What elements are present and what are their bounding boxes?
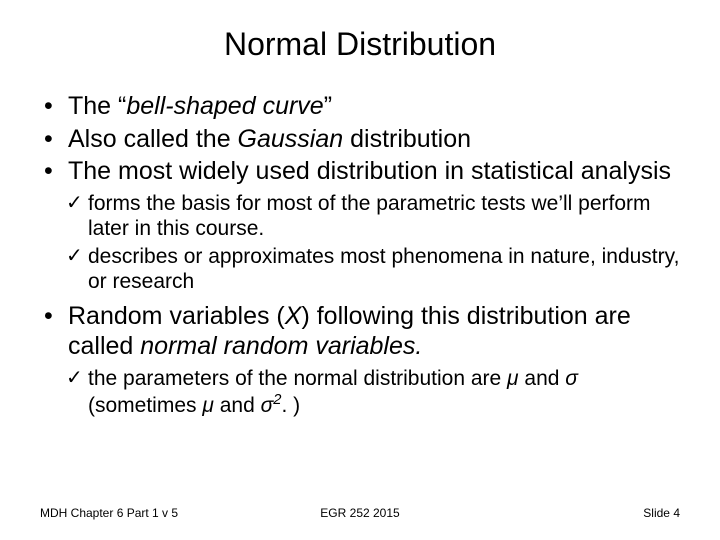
bullet-list: Random variables (X) following this dist… [40, 301, 680, 362]
bullet-item: The most widely used distribution in sta… [40, 156, 680, 187]
text: The “ [68, 92, 126, 120]
sub-item: forms the basis for most of the parametr… [40, 191, 680, 242]
bullet-item: Also called the Gaussian distribution [40, 124, 680, 155]
text: Also called the [68, 125, 238, 153]
text: the parameters of the normal distributio… [88, 367, 507, 390]
text-italic: σ [261, 394, 274, 417]
footer-center: EGR 252 2015 [320, 506, 399, 520]
sub-list: forms the basis for most of the parametr… [40, 191, 680, 295]
sub-item: the parameters of the normal distributio… [40, 366, 680, 418]
text-italic: X [285, 302, 302, 330]
text: . ) [281, 394, 300, 417]
footer-left: MDH Chapter 6 Part 1 v 5 [40, 506, 178, 520]
text: Random variables ( [68, 302, 285, 330]
slide: Normal Distribution The “bell-shaped cur… [0, 0, 720, 540]
text-italic: σ [565, 367, 578, 390]
text-italic: μ [202, 394, 214, 417]
bullet-list: The “bell-shaped curve” Also called the … [40, 91, 680, 187]
text: The most widely used distribution in sta… [68, 157, 671, 185]
sub-list: the parameters of the normal distributio… [40, 366, 680, 418]
text-italic: Gaussian [238, 125, 344, 153]
text-italic: bell-shaped curve [126, 92, 323, 120]
sub-item: describes or approximates most phenomena… [40, 244, 680, 295]
footer: MDH Chapter 6 Part 1 v 5 EGR 252 2015 Sl… [40, 506, 680, 520]
text: ” [324, 92, 332, 120]
text: distribution [343, 125, 471, 153]
slide-title: Normal Distribution [40, 26, 680, 63]
bullet-item: The “bell-shaped curve” [40, 91, 680, 122]
text-italic: μ [507, 367, 519, 390]
text: and [519, 367, 566, 390]
text: forms the basis for most of the parametr… [88, 192, 651, 241]
text: describes or approximates most phenomena… [88, 245, 679, 294]
text: and [214, 394, 261, 417]
text-italic: normal random variables. [140, 332, 422, 360]
footer-right: Slide 4 [643, 506, 680, 520]
bullet-item: Random variables (X) following this dist… [40, 301, 680, 362]
text: (sometimes [88, 394, 202, 417]
